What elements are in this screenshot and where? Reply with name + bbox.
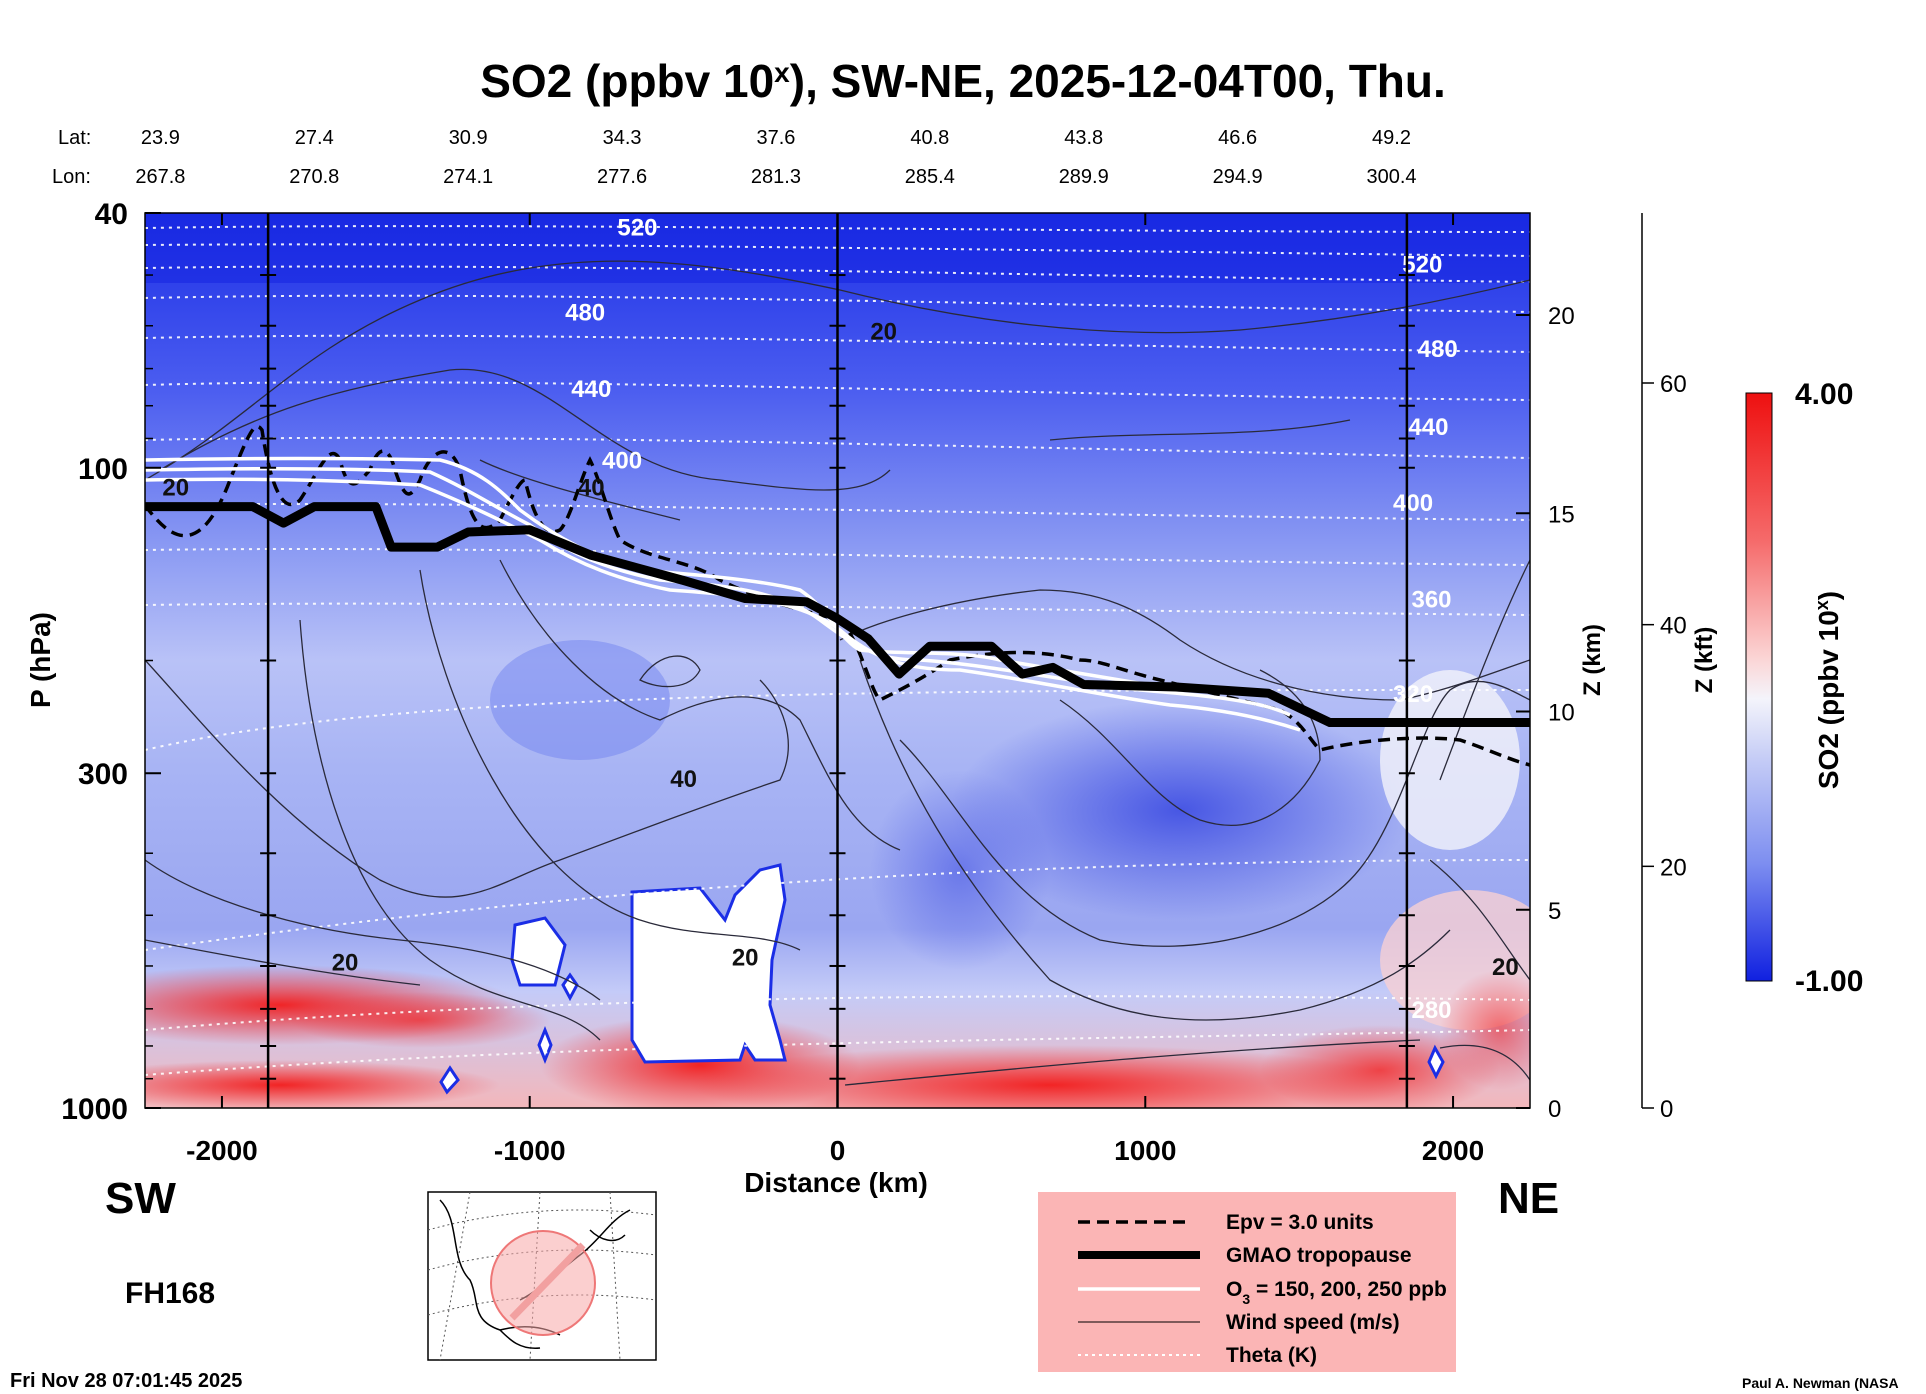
lon-value: 277.6 — [597, 166, 647, 188]
timestamp: Fri Nov 28 07:01:45 2025 — [10, 1370, 242, 1392]
direction-sw: SW — [105, 1174, 176, 1223]
forecast-hour: FH168 — [125, 1277, 215, 1310]
x-tick-label: 0 — [830, 1135, 846, 1166]
theta-label: 280 — [1411, 997, 1451, 1024]
z-km-tick-label: 15 — [1548, 501, 1575, 528]
lon-value: 281.3 — [751, 166, 801, 188]
z-kft-tick-label: 0 — [1660, 1096, 1673, 1123]
y-tick-label: 40 — [95, 198, 128, 231]
colorbar-min-label: -1.00 — [1795, 965, 1863, 998]
z-kft-axis: 0 20 40 60 — [1641, 213, 1687, 1123]
wind-label: 40 — [670, 766, 697, 793]
legend-label-tropopause: GMAO tropopause — [1226, 1244, 1412, 1267]
lon-value: 300.4 — [1366, 166, 1416, 188]
locator-map — [427, 1191, 657, 1361]
tropopause-line — [145, 502, 1530, 727]
theta-label: 320 — [1393, 681, 1433, 708]
legend-label-theta: Theta (K) — [1226, 1344, 1317, 1367]
wind-label: 20 — [870, 318, 897, 345]
colorbar-title: SO2 (ppbv 10x) — [1812, 591, 1844, 789]
y-tick-label: 100 — [78, 453, 128, 486]
legend: Epv = 3.0 units GMAO tropopause O3 = 150… — [1038, 1192, 1456, 1372]
wind-labels: 20 40 40 20 20 20 20 — [162, 318, 1518, 981]
lon-value: 289.9 — [1059, 166, 1109, 188]
lat-value: 23.9 — [141, 127, 180, 149]
theta-label: 480 — [1418, 336, 1458, 363]
theta-label: 360 — [1411, 586, 1451, 613]
colorbar-max-label: 4.00 — [1795, 378, 1853, 411]
x-axis-title: Distance (km) — [744, 1167, 928, 1198]
x-tick-label: -2000 — [186, 1135, 258, 1166]
lat-value: 27.4 — [295, 127, 334, 149]
z-km-tick-label: 5 — [1548, 898, 1561, 925]
lon-value: 274.1 — [443, 166, 493, 188]
lat-value: 40.8 — [910, 127, 949, 149]
z-km-tick-label: 10 — [1548, 700, 1575, 727]
z-km-tick-label: 20 — [1548, 303, 1575, 330]
z-kft-tick-label: 60 — [1660, 371, 1687, 398]
lat-value: 34.3 — [603, 127, 642, 149]
colorbar — [1745, 392, 1773, 982]
y-axis-title: P (hPa) — [25, 612, 56, 708]
wind-label: 20 — [162, 475, 189, 502]
credit: Paul A. Newman (NASA — [1742, 1375, 1899, 1391]
legend-label-o3: O3 = 150, 200, 250 ppb — [1226, 1278, 1447, 1307]
vertical-reference-lines — [260, 213, 1415, 1108]
legend-label-wind: Wind speed (m/s) — [1226, 1311, 1400, 1334]
wind-label: 40 — [578, 475, 605, 502]
lon-value: 294.9 — [1213, 166, 1263, 188]
y-tick-label: 1000 — [61, 1093, 128, 1126]
z-km-axis-title: Z (km) — [1579, 624, 1606, 696]
direction-ne: NE — [1498, 1174, 1559, 1223]
wind-label: 20 — [332, 949, 359, 976]
lat-value: 43.8 — [1064, 127, 1103, 149]
lat-label: Lat: — [58, 127, 91, 149]
x-axis: -2000 -1000 0 1000 2000 — [186, 213, 1484, 1166]
z-kft-tick-label: 40 — [1660, 613, 1687, 640]
lat-value: 37.6 — [756, 127, 795, 149]
z-kft-tick-label: 20 — [1660, 854, 1687, 881]
lat-value: 49.2 — [1372, 127, 1411, 149]
coordinate-row: 23.9 267.8 27.4 270.8 30.9 274.1 34.3 277.6 37.6… — [135, 127, 1416, 188]
lat-value: 30.9 — [449, 127, 488, 149]
theta-label: 440 — [1408, 414, 1448, 441]
theta-label: 520 — [617, 215, 657, 242]
theta-label: 400 — [602, 447, 642, 474]
x-tick-label: 2000 — [1422, 1135, 1484, 1166]
x-tick-label: -1000 — [494, 1135, 566, 1166]
x-tick-label: 1000 — [1114, 1135, 1176, 1166]
lon-value: 270.8 — [289, 166, 339, 188]
legend-label-epv: Epv = 3.0 units — [1226, 1211, 1374, 1234]
z-km-axis: 0 5 10 15 20 — [1516, 303, 1575, 1123]
theta-label: 480 — [565, 299, 605, 326]
chart-title: SO2 (ppbv 10x), SW-NE, 2025-12-04T00, Th… — [480, 55, 1446, 107]
y-axis-pressure: 40 100 300 1000 — [61, 198, 161, 1126]
y-tick-label: 300 — [78, 758, 128, 791]
wind-label: 20 — [1492, 954, 1519, 981]
wind-label: 20 — [732, 945, 759, 972]
z-kft-axis-title: Z (kft) — [1691, 627, 1718, 694]
lon-label: Lon: — [52, 166, 91, 188]
theta-label: 440 — [571, 376, 611, 403]
lon-value: 285.4 — [905, 166, 955, 188]
z-km-tick-label: 0 — [1548, 1096, 1561, 1123]
theta-label: 400 — [1393, 490, 1433, 517]
lon-value: 267.8 — [135, 166, 185, 188]
lat-value: 46.6 — [1218, 127, 1257, 149]
